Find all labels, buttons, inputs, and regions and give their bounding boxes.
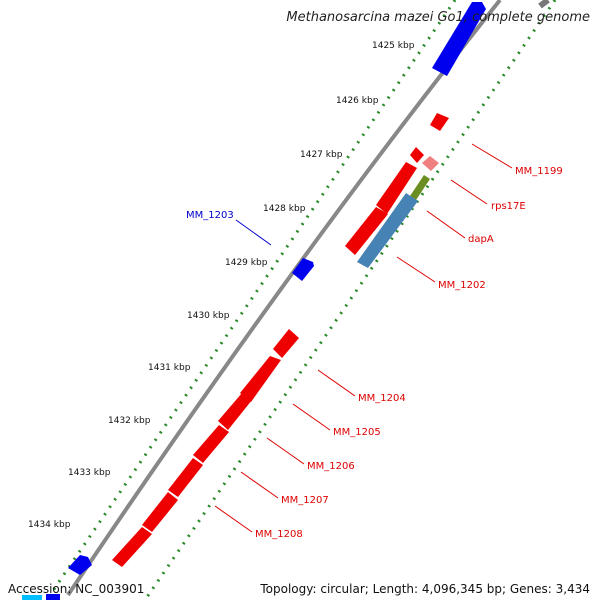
accession-text: Accession: NC_003901 [8,582,145,596]
gene-reverse-mm1199[interactable] [430,113,449,131]
tick-label: 1433 kbp [68,468,111,478]
leader-mm1203 [235,219,272,246]
leader-mm1199 [471,143,513,169]
gene-forward-mm1203[interactable] [292,258,314,281]
gene-label-mm1208[interactable]: MM_1208 [255,529,303,540]
gene-reverse-mm1204[interactable] [273,329,299,358]
gene-reverse-1[interactable] [240,356,281,402]
gene-reverse-mm1202[interactable] [345,207,388,255]
gene-label-mm1207[interactable]: MM_1207 [281,495,329,506]
gene-forward-block[interactable] [432,2,486,76]
gene-label-rps17E[interactable]: rps17E [491,201,526,212]
gene-label-dapA[interactable]: dapA [468,234,494,245]
gene-reverse-4[interactable] [168,458,203,497]
feature-bar-steelblue[interactable] [357,193,418,268]
gene-label-mm1202[interactable]: MM_1202 [438,280,486,291]
gene-reverse-2[interactable] [218,393,252,430]
leader-mm1202 [396,256,436,283]
leader-mm1205 [292,403,331,431]
tick-label: 1434 kbp [28,520,71,530]
leader-mm1206 [266,437,305,465]
gene-forward-bottom-blue[interactable] [46,594,60,600]
leader-dapA [426,210,466,239]
genome-backbone-edge [538,0,550,9]
gc-track-outer [48,0,457,596]
map-title: Methanosarcina mazei Go1, complete genom… [286,10,590,25]
gene-reverse-small[interactable] [410,147,424,163]
gc-track-inner [143,0,557,600]
leader-mm1208 [214,505,253,533]
gene-reverse-long[interactable] [376,162,417,214]
gene-label-mm1205[interactable]: MM_1205 [333,427,381,438]
tick-label: 1428 kbp [263,204,306,214]
leader-mm1207 [240,471,279,499]
leader-mm1204 [317,369,356,397]
tick-label: 1426 kbp [336,96,379,106]
gene-reverse-mm1208[interactable] [112,527,152,567]
gene-reverse-5[interactable] [142,492,178,532]
gene-label-mm1206[interactable]: MM_1206 [307,461,355,472]
gene-label-mm1199[interactable]: MM_1199 [515,166,563,177]
topology-summary: Topology: circular; Length: 4,096,345 bp… [260,582,590,596]
gene-label-mm1203[interactable]: MM_1203 [186,210,234,221]
tick-label: 1427 kbp [300,150,343,160]
tick-label: 1430 kbp [187,311,230,321]
tick-labels: 1425 kbp 1426 kbp 1427 kbp 1428 kbp 1429… [28,41,415,530]
gene-label-mm1204[interactable]: MM_1204 [358,393,406,404]
tick-label: 1425 kbp [372,41,415,51]
leader-rps17E [450,179,488,205]
gene-forward-bottom-cyan[interactable] [22,595,42,600]
tick-label: 1429 kbp [225,258,268,268]
gene-reverse-3[interactable] [193,425,229,463]
tick-label: 1432 kbp [108,416,151,426]
tick-label: 1431 kbp [148,363,191,373]
gene-forward-bottom[interactable] [68,555,92,575]
gene-rps17E[interactable] [422,156,439,171]
